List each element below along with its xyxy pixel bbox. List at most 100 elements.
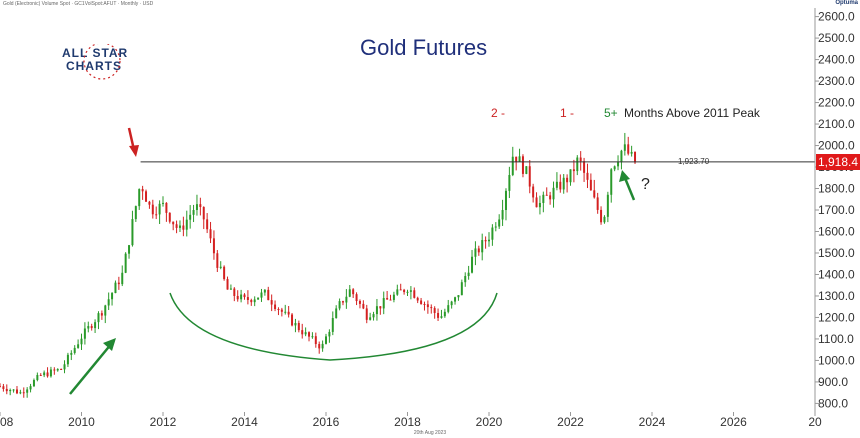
candle-body <box>304 332 307 335</box>
candle-body <box>583 161 586 173</box>
candle-body <box>416 297 419 301</box>
candle-body <box>501 210 504 220</box>
y-tick-label: 1100.0 <box>818 332 854 346</box>
candle-body <box>77 344 80 348</box>
candle-body <box>600 209 603 223</box>
candle-body <box>572 169 575 172</box>
candle-body <box>562 177 565 190</box>
date-note: 20th Aug 2023 <box>413 430 447 436</box>
candle-body <box>138 189 141 207</box>
chart-title: Gold Futures <box>360 35 488 60</box>
candle-body <box>498 219 501 227</box>
candle-body <box>158 203 161 215</box>
candle-body <box>420 300 423 304</box>
y-tick-label: 2500.0 <box>818 31 855 45</box>
candlestick-series <box>0 132 637 398</box>
brand-label: Optuma <box>835 0 858 6</box>
candle-body <box>83 328 86 339</box>
candle-body <box>155 214 158 216</box>
uptrend-arrow-head <box>103 338 116 351</box>
cup-curve <box>169 292 498 361</box>
candle-body <box>443 311 446 317</box>
x-tick-label: 20 <box>808 415 822 429</box>
reference-level-label: 1,923.70 <box>678 157 710 166</box>
candle-body <box>457 295 460 298</box>
candle-body <box>331 318 334 332</box>
candle-body <box>345 296 348 303</box>
candle-body <box>90 326 93 329</box>
candle-body <box>617 162 620 167</box>
x-tick-label: 2026 <box>720 415 747 429</box>
candle-body <box>549 195 552 200</box>
candle-body <box>375 306 378 315</box>
candle-body <box>253 299 256 303</box>
candle-body <box>104 305 107 316</box>
x-tick-label: 2016 <box>313 415 340 429</box>
candle-body <box>145 191 148 202</box>
candle-body <box>311 336 314 338</box>
y-tick-label: 2300.0 <box>818 74 855 88</box>
candle-body <box>114 282 117 294</box>
candle-body <box>494 226 497 228</box>
candle-body <box>484 240 487 242</box>
candle-body <box>60 368 63 370</box>
x-tick-label: 2014 <box>231 415 258 429</box>
candle-body <box>189 214 192 220</box>
candle-body <box>620 150 623 163</box>
candle-body <box>192 210 195 215</box>
candle-body <box>413 290 416 298</box>
candle-body <box>46 372 49 377</box>
candle-body <box>341 301 344 303</box>
candle-body <box>321 343 324 349</box>
candle-body <box>328 331 331 337</box>
candle-body <box>532 186 535 198</box>
y-tick-label: 900.0 <box>818 375 848 389</box>
candle-body <box>325 336 327 344</box>
candle-body <box>148 201 151 205</box>
candle-body <box>216 253 219 268</box>
candle-body <box>12 389 15 391</box>
candle-body <box>586 172 589 180</box>
x-tick-label: 2012 <box>150 415 177 429</box>
candle-body <box>623 144 626 151</box>
candle-body <box>240 294 243 300</box>
candle-body <box>301 330 304 335</box>
candle-body <box>579 157 582 162</box>
candle-body <box>430 307 433 309</box>
candle-body <box>287 311 290 315</box>
candle-body <box>291 314 294 326</box>
candle-body <box>206 219 209 230</box>
candle-body <box>229 288 232 290</box>
candle-body <box>471 256 474 273</box>
candle-body <box>124 253 127 273</box>
candle-body <box>209 229 212 239</box>
candle-body <box>185 219 188 230</box>
candle-body <box>508 174 511 191</box>
peak-arrow-head <box>129 145 139 157</box>
candle-body <box>318 344 321 349</box>
all-star-charts-logo: ALL STAR CHARTS <box>58 44 148 84</box>
candle-body <box>128 245 131 254</box>
candle-body <box>111 293 114 300</box>
logo-line-1: ALL STAR <box>62 46 129 60</box>
candle-body <box>355 294 358 302</box>
candle-body <box>168 212 171 222</box>
candle-body <box>372 314 375 318</box>
y-tick-label: 1200.0 <box>818 310 855 324</box>
candle-body <box>107 299 110 306</box>
candle-body <box>162 202 164 204</box>
annotation-count-5: 5+ <box>604 106 618 120</box>
candle-body <box>511 156 514 175</box>
y-tick-label: 1700.0 <box>818 203 855 217</box>
candle-body <box>2 386 5 389</box>
candle-body <box>151 204 154 215</box>
candle-body <box>515 156 518 162</box>
candle-body <box>97 313 100 323</box>
candle-body <box>460 282 463 296</box>
candle-body <box>589 179 592 191</box>
candle-body <box>477 248 480 253</box>
x-axis: 08 2010 2012 2014 2016 2018 2020 2022 2024 2026 20 <box>0 412 822 429</box>
candle-body <box>335 308 338 319</box>
candle-body <box>260 292 263 298</box>
